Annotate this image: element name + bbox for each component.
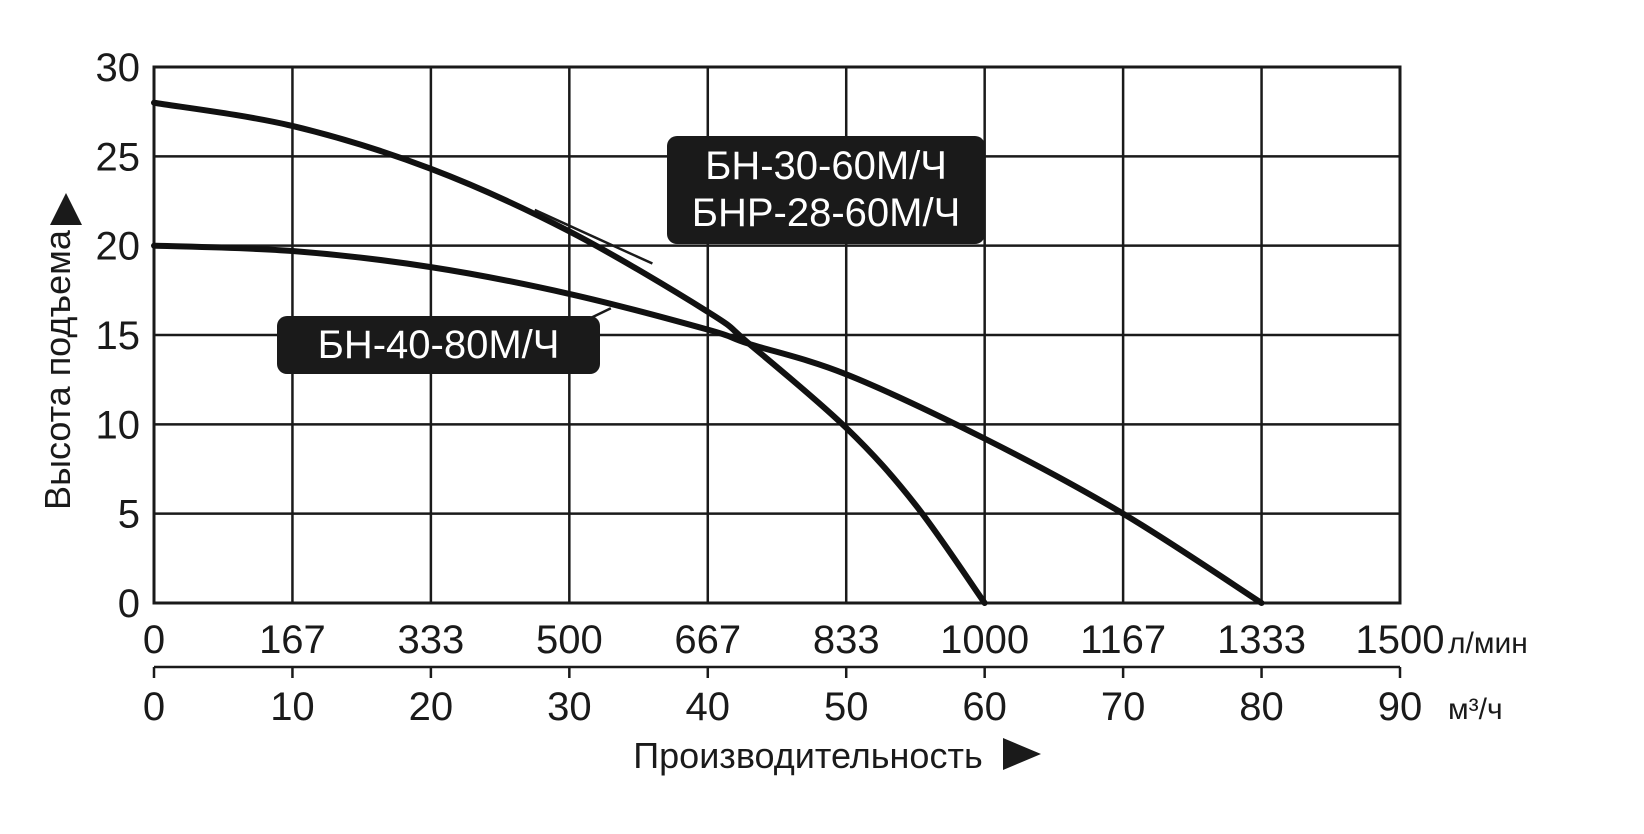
x-tick-label-m3h: 90	[1378, 685, 1423, 729]
series-label: БН-30-60М/Ч	[705, 144, 947, 188]
x-axis-title: Производительность	[633, 735, 982, 776]
x-unit-lmin: л/мин	[1448, 627, 1528, 660]
x-tick-label-lmin: 0	[143, 618, 165, 662]
x-tick-label-lmin: 1500	[1356, 618, 1445, 662]
series-label: БНР-28-60М/Ч	[692, 191, 961, 235]
x-tick-label-m3h: 70	[1101, 685, 1146, 729]
series-label: БН-40-80М/Ч	[318, 323, 560, 367]
x-tick-label-m3h: 0	[143, 685, 165, 729]
x-tick-label-m3h: 10	[270, 685, 315, 729]
y-tick-label: 0	[118, 582, 140, 626]
x-tick-label-m3h: 60	[962, 685, 1007, 729]
x-tick-label-lmin: 1000	[940, 618, 1029, 662]
plot-frame	[152, 65, 1402, 605]
x-tick-label-lmin: 167	[259, 618, 326, 662]
y-axis-title: Высота подъема	[37, 229, 78, 510]
x-axis-ticks: 0 0 167 10 333 20 500 30 667 40 833 50 1000 60 1167 70 1…	[143, 618, 1445, 729]
y-tick-label: 25	[96, 135, 141, 179]
series-label-leader	[534, 208, 653, 265]
y-tick-label: 15	[96, 314, 141, 358]
y-axis-arrow-icon	[50, 193, 82, 225]
y-tick-label: 20	[96, 225, 141, 269]
y-tick-label: 30	[96, 46, 141, 90]
x-tick-label-lmin: 333	[398, 618, 465, 662]
series-label-box	[277, 316, 600, 374]
x-tick-label-lmin: 1333	[1217, 618, 1306, 662]
x-tick-label-m3h: 30	[547, 685, 592, 729]
x-tick-label-m3h: 80	[1239, 685, 1284, 729]
y-tick-label: 5	[118, 493, 140, 537]
y-axis-ticks: 0 5 10 15 20 25 30	[96, 46, 141, 626]
x-tick-label-lmin: 1167	[1080, 618, 1166, 662]
curves	[151, 99, 1265, 606]
x-tick-label-lmin: 500	[536, 618, 603, 662]
series-line-1	[151, 242, 1265, 606]
x-tick-label-m3h: 40	[686, 685, 731, 729]
y-tick-label: 10	[96, 403, 141, 447]
x-unit-m3h: м³/ч	[1448, 693, 1503, 726]
series-label-box	[667, 136, 985, 244]
series-line-0	[151, 99, 988, 606]
x-tick-label-m3h: 20	[409, 685, 454, 729]
x-tick-label-lmin: 667	[674, 618, 741, 662]
x-tick-label-lmin: 833	[813, 618, 880, 662]
x-tick-label-m3h: 50	[824, 685, 869, 729]
x-axis-arrow-icon	[1003, 738, 1041, 770]
